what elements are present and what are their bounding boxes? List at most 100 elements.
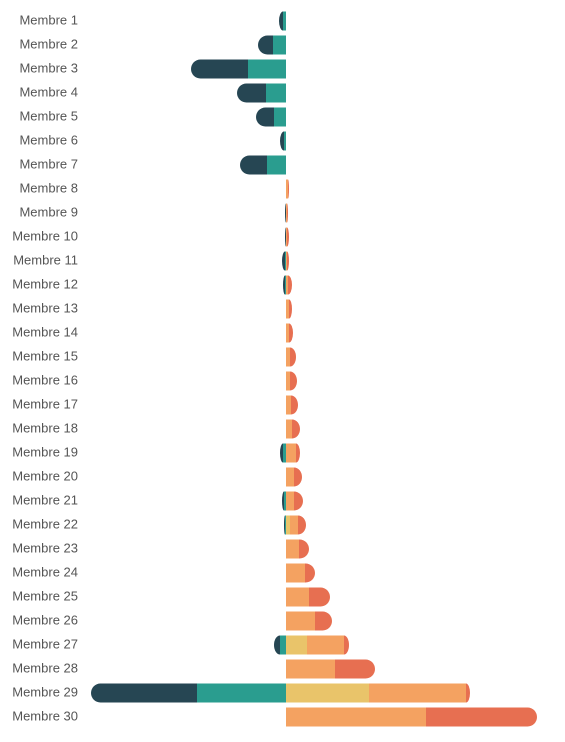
bar-segment (286, 587, 309, 607)
y-tick-label: Membre 16 (12, 372, 78, 387)
bar-segment (296, 443, 300, 463)
bar-segment (305, 563, 315, 583)
bar-segment (290, 347, 296, 367)
bar-segment (335, 659, 376, 679)
bar-segment (284, 491, 286, 511)
bar-segment (286, 275, 288, 295)
bar-segment (248, 59, 286, 79)
bar-segment (286, 707, 426, 727)
bar-segment (286, 539, 299, 559)
y-tick-label: Membre 7 (19, 156, 78, 171)
bar-segment (286, 467, 294, 487)
bar-segment (289, 299, 292, 319)
y-tick-label: Membre 22 (12, 516, 78, 531)
bar-segment (283, 275, 285, 295)
bar-segment (285, 203, 286, 223)
bar-segment (285, 275, 286, 295)
y-tick-label: Membre 4 (19, 84, 78, 99)
y-tick-label: Membre 8 (19, 180, 78, 195)
bar-segment (292, 419, 300, 439)
y-tick-label: Membre 10 (12, 228, 78, 243)
bar-segment (286, 611, 315, 631)
bar-segment (426, 707, 537, 727)
bar-segment (285, 251, 286, 271)
bar-segment (286, 419, 292, 439)
bar-segment (286, 635, 307, 655)
bar-segment (191, 59, 248, 79)
y-tick-label: Membre 25 (12, 588, 78, 603)
bar-segment (286, 323, 289, 343)
bar-segment (279, 11, 283, 31)
bar-segment (283, 443, 286, 463)
y-tick-label: Membre 30 (12, 708, 78, 723)
bar-segment (285, 515, 286, 535)
bar-segment (267, 155, 286, 175)
y-tick-label: Membre 2 (19, 36, 78, 51)
bar-segment (280, 443, 283, 463)
bar-segment (290, 371, 297, 391)
bar-segment (294, 491, 303, 511)
bar-segment (256, 107, 274, 127)
bar-segment (369, 683, 466, 703)
y-tick-label: Membre 3 (19, 60, 78, 75)
bar-segment (282, 251, 285, 271)
y-tick-label: Membre 20 (12, 468, 78, 483)
bar-segment (286, 659, 335, 679)
bar-segment (298, 515, 306, 535)
bar-segment (266, 83, 286, 103)
bar-segment (285, 227, 286, 247)
bar-segment (287, 203, 288, 223)
y-tick-label: Membre 21 (12, 492, 78, 507)
y-tick-label: Membre 28 (12, 660, 78, 675)
bar-segment (286, 227, 287, 247)
bar-segment (287, 227, 289, 247)
y-tick-label: Membre 14 (12, 324, 78, 339)
bar-segment (274, 107, 286, 127)
y-tick-label: Membre 19 (12, 444, 78, 459)
bar-segment (288, 275, 292, 295)
y-tick-label: Membre 23 (12, 540, 78, 555)
bar-segment (280, 131, 284, 151)
bar-segment (283, 11, 286, 31)
y-tick-label: Membre 13 (12, 300, 78, 315)
bar-segment (344, 635, 349, 655)
bar-segment (237, 83, 266, 103)
bar-segment (299, 539, 309, 559)
bar-segment (290, 515, 298, 535)
bar-segment (286, 347, 290, 367)
y-tick-label: Membre 26 (12, 612, 78, 627)
bar-segment (274, 635, 280, 655)
bar-segment (273, 35, 286, 55)
y-tick-label: Membre 15 (12, 348, 78, 363)
bar-segment (307, 635, 344, 655)
bar-segment (466, 683, 470, 703)
bar-segment (280, 635, 286, 655)
bar-segment (286, 563, 305, 583)
bar-segment (315, 611, 332, 631)
y-tick-label: Membre 29 (12, 684, 78, 699)
y-tick-label: Membre 24 (12, 564, 78, 579)
bar-segment (286, 299, 289, 319)
bar-segment (286, 683, 369, 703)
y-tick-label: Membre 6 (19, 132, 78, 147)
bar-segment (284, 515, 285, 535)
bar-segment (291, 395, 298, 415)
y-tick-label: Membre 1 (19, 12, 78, 27)
bar-segment (287, 251, 289, 271)
bar-segment (289, 323, 293, 343)
bar-segment (286, 491, 294, 511)
y-tick-label: Membre 9 (19, 204, 78, 219)
y-tick-label: Membre 17 (12, 396, 78, 411)
y-tick-label: Membre 11 (13, 252, 78, 267)
bar-segment (286, 203, 287, 223)
bar-segment (288, 179, 289, 199)
y-tick-label: Membre 18 (12, 420, 78, 435)
bar-segment (282, 491, 284, 511)
bar-segment (286, 515, 290, 535)
bar-segment (294, 467, 302, 487)
bar-segment (91, 683, 197, 703)
bar-segment (286, 179, 288, 199)
bar-segment (286, 443, 296, 463)
bar-segment (197, 683, 286, 703)
